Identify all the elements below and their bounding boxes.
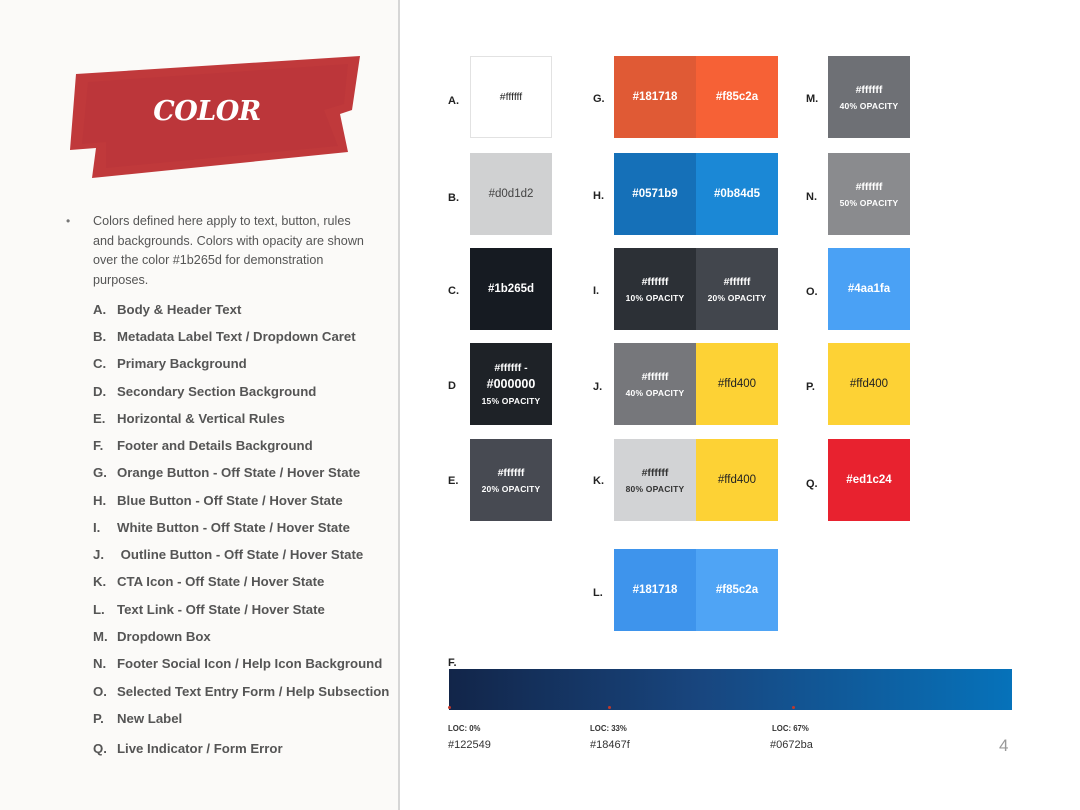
swatch-g-hover: #f85c2a [696, 56, 778, 138]
label-d: D [448, 380, 456, 392]
swatch-m: #ffffff 40% OPACITY [828, 56, 910, 138]
label-b: B. [448, 192, 459, 204]
legend-item-e: E. Horizontal & Vertical Rules [93, 411, 285, 426]
swatch-e: #ffffff 20% OPACITY [470, 439, 552, 521]
label-p: P. [806, 381, 815, 393]
legend-item-f: F. Footer and Details Background [93, 438, 313, 453]
swatch-n: #ffffff 50% OPACITY [828, 153, 910, 235]
swatch-i-off: #ffffff 10% OPACITY [614, 248, 696, 330]
gradient-stop-marker-33 [608, 706, 611, 709]
swatch-h-hover: #0b84d5 [696, 153, 778, 235]
legend-item-o: O. Selected Text Entry Form / Help Subsec… [93, 684, 390, 699]
swatch-k-hover: #ffd400 [696, 439, 778, 521]
legend-item-g: G. Orange Button - Off State / Hover Stat… [93, 465, 361, 480]
swatch-a: #ffffff [470, 56, 552, 138]
label-e: E. [448, 475, 459, 487]
swatch-l-hover: #f85c2a [696, 549, 778, 631]
swatch-b: #d0d1d2 [470, 153, 552, 235]
left-panel: COLOR • Colors defined here apply to tex… [0, 0, 398, 810]
label-o: O. [806, 286, 818, 298]
label-i: I. [593, 285, 600, 297]
legend-item-j: J. Outline Button - Off State / Hover St… [93, 547, 364, 562]
swatch-i-hover: #ffffff 20% OPACITY [696, 248, 778, 330]
gradient-stop-marker-67 [792, 706, 795, 709]
label-n: N. [806, 191, 817, 203]
gradient-loc-67: LOC: 67% [772, 724, 809, 733]
swatch-o: #4aa1fa [828, 248, 910, 330]
swatch-d: #ffffff - #000000 15% OPACITY [470, 343, 552, 425]
bullet-icon: • [66, 214, 71, 228]
legend-item-n: N. Footer Social Icon / Help Icon Backgro… [93, 656, 383, 671]
label-m: M. [806, 93, 819, 105]
swatch-l-off: #181718 [614, 549, 696, 631]
gradient-hex-67: #0672ba [770, 739, 813, 751]
legend-item-d: D. Secondary Section Background [93, 384, 317, 399]
vertical-divider [398, 0, 400, 810]
footer-gradient-swatch [449, 669, 1012, 710]
intro-line-3: over the color #1b265d for demonstration [93, 253, 324, 267]
intro-line-4: purposes. [93, 272, 149, 287]
intro-line-2: and backgrounds. Colors with opacity are… [93, 233, 364, 248]
swatch-c: #1b265d [470, 248, 552, 330]
label-k: K. [593, 475, 604, 487]
label-q: Q. [806, 478, 818, 490]
legend-item-c: C. Primary Background [93, 356, 247, 371]
gradient-hex-0: #122549 [448, 739, 491, 751]
brush-stroke-banner [70, 56, 360, 178]
legend-item-a: A. Body & Header Text [93, 302, 242, 317]
swatch-k-off: #ffffff 80% OPACITY [614, 439, 696, 521]
gradient-loc-0: LOC: 0% [448, 724, 481, 733]
color-title-banner: COLOR [62, 52, 360, 186]
swatch-q: #ed1c24 [828, 439, 910, 521]
intro-paragraph: • Colors defined here apply to text, but… [66, 212, 386, 290]
intro-line-1: Colors defined here apply to text, butto… [93, 214, 351, 228]
legend-item-b: B. Metadata Label Text / Dropdown Caret [93, 329, 356, 344]
page-number: 4 [999, 736, 1009, 755]
legend-item-i: I. White Button - Off State / Hover State [93, 520, 350, 535]
swatch-p: #ffd400 [828, 343, 910, 425]
gradient-hex-33: #18467f [590, 739, 630, 751]
label-a: A. [448, 95, 459, 107]
legend-item-m: M. Dropdown Box [93, 629, 211, 644]
label-c: C. [448, 285, 459, 297]
legend-item-k: K. CTA Icon - Off State / Hover State [93, 574, 325, 589]
label-l: L. [593, 587, 603, 599]
label-g: G. [593, 93, 605, 105]
legend-item-q: Q. Live Indicator / Form Error [93, 741, 283, 756]
label-j: J. [593, 381, 603, 393]
swatch-j-hover: #ffd400 [696, 343, 778, 425]
legend-item-p: P. New Label [93, 711, 183, 726]
swatch-h-off: #0571b9 [614, 153, 696, 235]
gradient-stop-marker-0 [448, 706, 451, 709]
gradient-loc-33: LOC: 33% [590, 724, 627, 733]
page-title: COLOR [153, 96, 261, 127]
label-f: F. [448, 657, 457, 669]
label-h: H. [593, 190, 604, 202]
legend-item-l: L. Text Link - Off State / Hover State [93, 602, 325, 617]
swatch-g-off: #181718 [614, 56, 696, 138]
legend-item-h: H. Blue Button - Off State / Hover State [93, 493, 343, 508]
swatch-j-off: #ffffff 40% OPACITY [614, 343, 696, 425]
